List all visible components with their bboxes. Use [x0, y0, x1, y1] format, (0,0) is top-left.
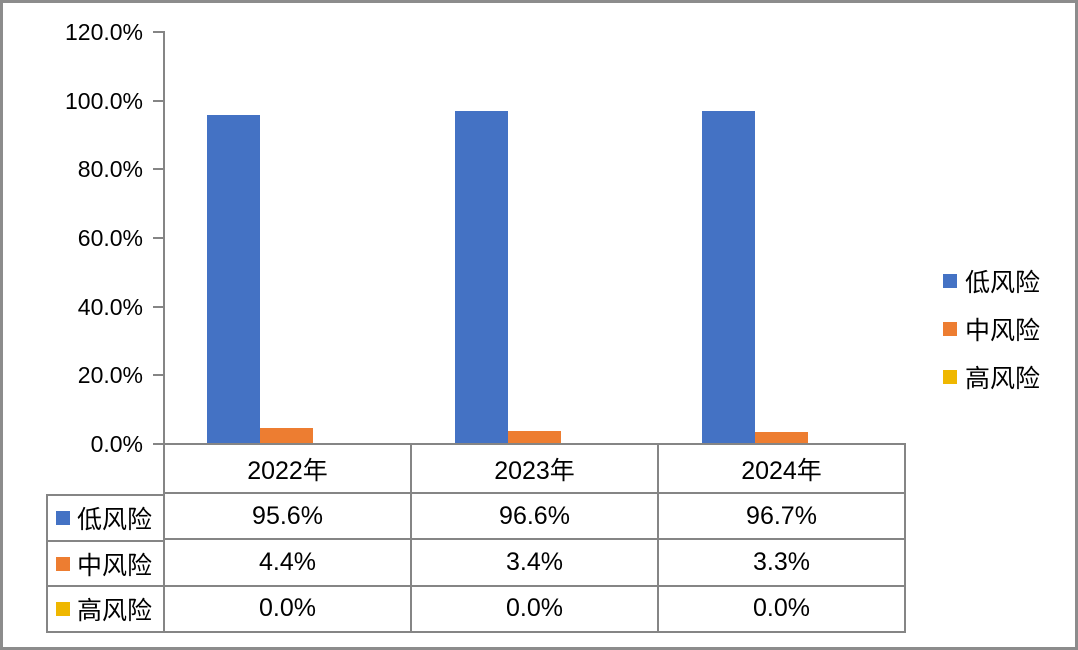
table-value-cell-medium-risk-category-0: 4.4%	[165, 540, 412, 587]
table-row-label-medium-risk: 中风险	[48, 542, 163, 588]
data-table-year-header-row: 2022年 2023年 2024年	[163, 445, 906, 494]
bar-low-risk-category-0	[207, 114, 260, 443]
legend-item-low-risk: 低风险	[943, 267, 1040, 297]
legend-label: 高风险	[965, 364, 1041, 393]
table-value-cell-low-risk-category-1: 96.6%	[412, 494, 659, 541]
bar-low-risk-category-2	[702, 110, 756, 443]
y-axis-tick-label: 0.0%	[90, 431, 143, 457]
table-key-swatch-high-risk-icon	[56, 602, 70, 617]
table-value-cell-low-risk-category-2: 96.7%	[659, 494, 906, 541]
table-value-cell-low-risk-category-0: 95.6%	[165, 494, 412, 541]
legend-label: 低风险	[965, 268, 1041, 297]
table-year-header-cell: 2024年	[741, 456, 822, 485]
y-axis-tick-label: 20.0%	[77, 362, 143, 389]
bar-low-risk-category-1	[454, 111, 508, 443]
legend-swatch-low-risk-icon	[943, 273, 957, 288]
table-year-header-cell: 2022年	[165, 445, 412, 492]
bar-medium-risk-category-1	[507, 431, 561, 443]
y-axis-tick-label: 60.0%	[77, 225, 143, 251]
table-row-label-low-risk: 低风险	[48, 496, 163, 542]
table-value-cell-high-risk-category-0: 0.0%	[165, 586, 412, 633]
legend: 低风险 中风险 高风险	[943, 267, 1040, 393]
table-value-cell-medium-risk-category-1: 3.4%	[412, 540, 659, 587]
y-axis-tick-mark	[153, 99, 163, 102]
legend-item-high-risk: 高风险	[943, 363, 1040, 393]
y-axis-tick-label: 100.0%	[64, 87, 143, 114]
y-axis-tick-label: 120.0%	[64, 19, 143, 45]
data-table-values-grid: 95.6% 96.6% 96.7% 4.4% 3.4% 3.3% 0.0% 0.0% 0.0%	[163, 494, 906, 633]
table-row-label-text: 高风险	[77, 597, 153, 626]
table-row-label-text: 低风险	[77, 505, 153, 534]
data-table-series-label-column: 低风险 中风险 高风险	[46, 494, 163, 634]
table-row-label-high-risk: 高风险	[48, 587, 163, 634]
legend-swatch-high-risk-icon	[943, 369, 957, 384]
table-key-swatch-medium-risk-icon	[56, 556, 70, 571]
y-axis-tick-mark	[153, 237, 163, 239]
y-axis-tick-mark	[153, 443, 163, 445]
table-year-header-cell: 2023年	[412, 445, 659, 492]
table-key-swatch-low-risk-icon	[56, 510, 70, 525]
y-axis-tick-mark	[153, 168, 163, 171]
plot-area	[163, 31, 906, 445]
bar-medium-risk-category-2	[755, 431, 809, 443]
y-axis-tick-label: 40.0%	[77, 293, 143, 320]
bar-medium-risk-category-0	[260, 427, 313, 443]
table-value-cell-high-risk-category-1: 0.0%	[412, 586, 659, 633]
table-value-cell-high-risk-category-2: 0.0%	[659, 586, 906, 633]
table-value-cell-medium-risk-category-2: 3.3%	[659, 540, 906, 587]
table-row-label-text: 中风险	[77, 551, 153, 580]
y-axis-tick-mark	[153, 31, 163, 33]
legend-label: 中风险	[965, 316, 1041, 345]
legend-item-medium-risk: 中风险	[943, 315, 1040, 345]
y-axis-tick-label: 80.0%	[77, 156, 143, 183]
legend-swatch-medium-risk-icon	[943, 321, 957, 336]
y-axis-tick-mark	[153, 305, 163, 308]
y-axis-tick-mark	[153, 374, 163, 377]
